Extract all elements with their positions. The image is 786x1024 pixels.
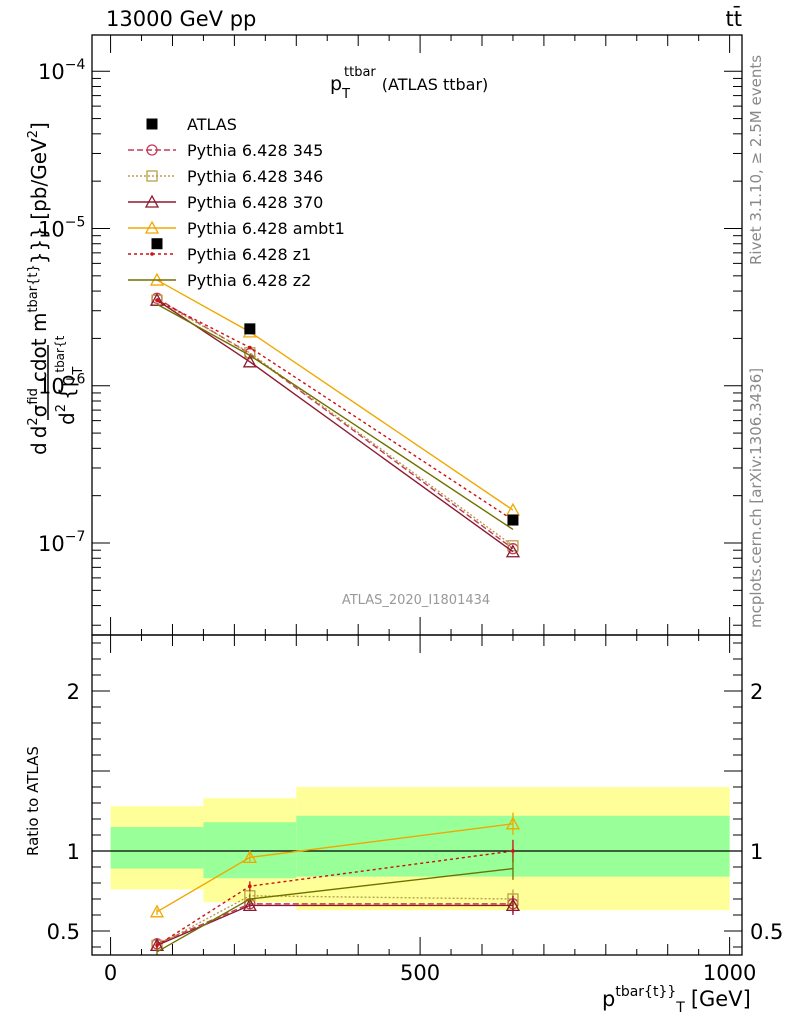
legend-entry-pythia_346: Pythia 6.428 346 (128, 167, 323, 186)
main-marker-pythia_370-2 (505, 544, 521, 558)
legend-entry-pythia_z1: Pythia 6.428 z1 (128, 245, 311, 264)
xlabel: ptbar{t}}T [GeV] (602, 984, 751, 1016)
ratio-marker-pythia_z1-2 (511, 849, 515, 853)
mcplots-label: mcplots.cern.ch [arXiv:1306.3436] (747, 368, 765, 628)
main-ytick-label: 10−5 (38, 214, 85, 241)
main-marker-pythia_z1-0 (155, 298, 159, 302)
ratio-ytick-label-right: 1 (750, 840, 763, 864)
legend-label: Pythia 6.428 346 (187, 167, 323, 186)
panel-frames (91, 34, 743, 956)
atlas-data-point-2 (507, 514, 519, 526)
band-inner-0 (110, 827, 204, 869)
ratio-ytick-label-right: 2 (750, 680, 763, 704)
legend-marker-pythia_z1 (150, 252, 154, 256)
legend-entry-atlas: ATLAS (146, 115, 237, 134)
ratio-uncertainty-bands (92, 787, 742, 911)
ratio-marker-pythia_ambt1-1 (242, 850, 257, 864)
legend-entry-pythia_345: Pythia 6.428 345 (128, 141, 323, 160)
main-ytick-label: 10−4 (38, 57, 85, 84)
ratio-ytick-label-left: 0.5 (47, 920, 80, 944)
xtick-label: 500 (400, 961, 440, 985)
main-ylabel: dd2σfidcdot mtbar{t}}}} [pb/GeV2] (26, 122, 51, 455)
legend-marker-pythia_346 (146, 170, 158, 182)
axis-ticks: 10−7 10−6 10−5 10−4 0.5 0.5 1 1 2 2 0 500 1000 (38, 35, 783, 985)
main-line-pythia_346 (156, 299, 514, 547)
legend-label: Pythia 6.428 ambt1 (187, 219, 345, 238)
atlas-data-point-1 (244, 323, 256, 335)
main-line-pythia_z2 (156, 303, 514, 531)
main-marker-pythia_z1-1 (248, 345, 252, 350)
legend-marker-pythia_345 (146, 144, 158, 156)
legend-label: Pythia 6.428 z2 (187, 271, 311, 290)
xtick-label: 1000 (703, 961, 756, 985)
main-marker-pythia_370-0 (149, 292, 165, 306)
legend-label: ATLAS (187, 115, 237, 134)
rivet-label: Rivet 3.1.10, ≥ 2.5M events (747, 55, 765, 265)
main-marker-pythia_370-1 (242, 354, 257, 368)
legend-marker-pythia_370 (144, 194, 160, 208)
legend-label: Pythia 6.428 z1 (187, 245, 311, 264)
legend: ATLAS Pythia 6.428 345 Pythia 6.428 346 Pyt… (128, 115, 345, 290)
xtick-label: 0 (104, 961, 117, 985)
legend-label: Pythia 6.428 345 (187, 141, 323, 160)
main-line-pythia_ambt1 (156, 279, 514, 511)
ratio-marker-pythia_ambt1-0 (149, 904, 165, 918)
main-marker-pythia_346-2 (507, 540, 519, 552)
ratio-ytick-label-left: 1 (67, 840, 80, 864)
ratio-line-pythia_370 (156, 904, 513, 947)
ratio-ylabel: Ratio to ATLAS (24, 746, 42, 856)
ratio-frame (91, 634, 743, 956)
main-ylabel-denominator: d2{pTtbar{t (53, 335, 86, 425)
main-ytick-label: 10−7 (38, 529, 85, 556)
legend-entry-pythia_370: Pythia 6.428 370 (128, 193, 323, 212)
ratio-ytick-label-left: 2 (67, 680, 80, 704)
main-ytick-label: 10−6 (38, 372, 85, 399)
analysis-label: ATLAS_2020_I1801434 (342, 593, 490, 608)
legend-entry-pythia_z2: Pythia 6.428 z2 (128, 271, 311, 290)
legend-marker-pythia_ambt1 (144, 220, 160, 234)
main-line-pythia_345 (156, 297, 514, 550)
ratio-marker-pythia_z1-1 (248, 884, 252, 888)
main-panel-series (149, 238, 521, 558)
main-line-pythia_370 (156, 299, 514, 553)
legend-label: Pythia 6.428 370 (187, 193, 323, 212)
ratio-marker-pythia_z1-0 (155, 943, 159, 948)
ratio-marker-pythia_ambt1-2 (505, 816, 521, 830)
ratio-marker-pythia_370-2 (505, 898, 521, 912)
plot-title: pTttbar(ATLAS ttbar) (330, 65, 488, 102)
ratio-marker-pythia_370-1 (242, 898, 257, 912)
legend-marker-atlas (146, 118, 158, 130)
legend-entry-pythia_ambt1: Pythia 6.428 ambt1 (128, 219, 345, 238)
ratio-panel-series (149, 812, 521, 955)
ratio-ytick-label-right: 0.5 (750, 920, 783, 944)
atlas-data-point-0 (151, 238, 163, 250)
energy-label: 13000 GeV pp (106, 7, 256, 31)
process-label: tt̄ (726, 6, 742, 31)
